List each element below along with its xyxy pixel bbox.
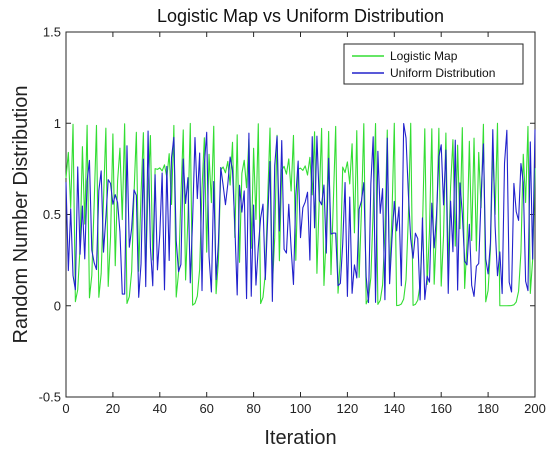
legend-label-uniform-distribution: Uniform Distribution bbox=[390, 66, 495, 80]
legend-box bbox=[343, 43, 524, 85]
y-axis-ticks: -0.5 0 0.5 1 1.5 bbox=[39, 25, 535, 405]
y-tick-label: -0.5 bbox=[39, 390, 61, 405]
x-tick-label: 200 bbox=[524, 401, 546, 416]
y-tick-label: 0 bbox=[54, 298, 61, 313]
x-tick-label: 80 bbox=[246, 401, 260, 416]
series-lines bbox=[65, 122, 536, 307]
series-line-uniform-distribution bbox=[65, 123, 536, 304]
y-tick-label: 1.5 bbox=[43, 25, 61, 40]
x-axis-title: Iteration bbox=[264, 427, 336, 449]
y-tick-label: 1 bbox=[54, 116, 61, 131]
x-tick-label: 180 bbox=[477, 401, 499, 416]
x-tick-label: 160 bbox=[430, 401, 452, 416]
y-axis-title: Random Number Distribution bbox=[10, 86, 32, 344]
x-tick-label: 100 bbox=[290, 401, 312, 416]
x-tick-label: 0 bbox=[62, 401, 69, 416]
x-tick-label: 120 bbox=[337, 401, 359, 416]
x-axis-ticks: 0 20 40 60 80 100 120 140 160 180 200 bbox=[62, 32, 546, 416]
x-tick-label: 60 bbox=[199, 401, 213, 416]
x-tick-label: 20 bbox=[106, 401, 120, 416]
y-tick-label: 0.5 bbox=[43, 207, 61, 222]
legend: Logistic Map Uniform Distribution bbox=[343, 43, 524, 85]
x-tick-label: 40 bbox=[153, 401, 167, 416]
x-tick-label: 140 bbox=[383, 401, 405, 416]
legend-label-logistic-map: Logistic Map bbox=[390, 49, 458, 63]
chart-title: Logistic Map vs Uniform Distribution bbox=[157, 6, 444, 26]
